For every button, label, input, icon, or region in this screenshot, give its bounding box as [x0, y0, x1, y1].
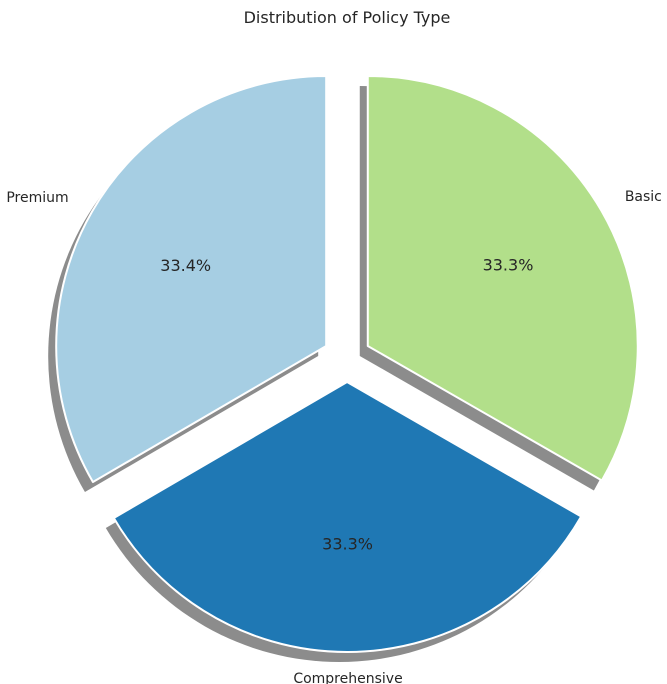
pct-label-premium: 33.4% — [160, 256, 211, 275]
slice-premium — [55, 75, 328, 484]
slice-label-premium: Premium — [6, 190, 68, 206]
slice-comprehensive — [112, 381, 583, 653]
pct-label-basic: 33.3% — [483, 255, 534, 274]
slice-layer — [55, 74, 639, 653]
label-layer: 33.4% Premium 33.3% Comprehensive 33.3% Basic — [6, 189, 662, 684]
chart-title: Distribution of Policy Type — [244, 8, 451, 27]
slice-label-comprehensive: Comprehensive — [293, 671, 402, 684]
slice-label-basic: Basic — [625, 189, 662, 205]
pct-label-comprehensive: 33.3% — [322, 534, 373, 553]
slice-basic — [366, 74, 639, 482]
